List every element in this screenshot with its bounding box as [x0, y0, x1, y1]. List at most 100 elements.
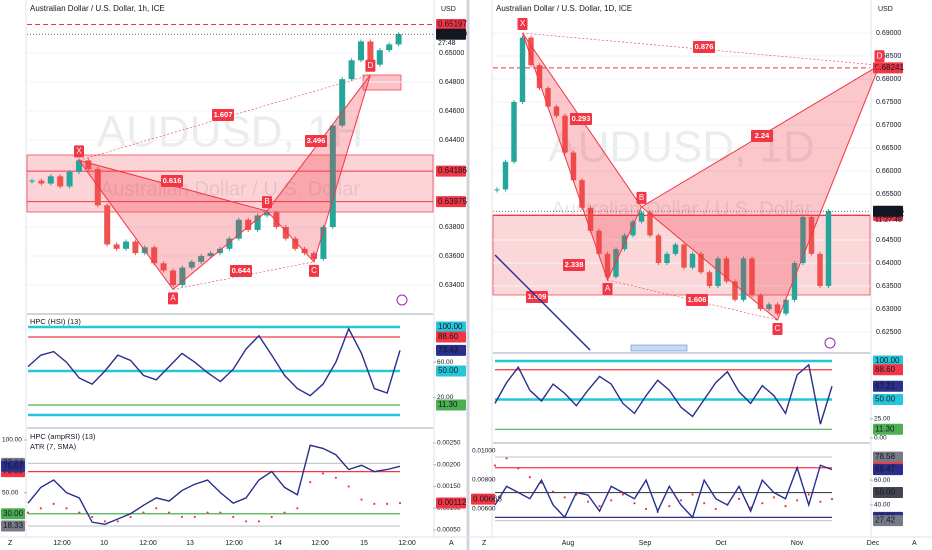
candle: [216, 248, 224, 254]
atr-dot: [398, 501, 402, 505]
y-tick-label: 0.68500: [876, 53, 901, 60]
y-tick-label: 60.00: [437, 359, 454, 366]
y-tick-label: 0.63500: [876, 283, 901, 290]
ratio-box: [305, 135, 327, 147]
candle: [75, 160, 83, 172]
atr-dot: [103, 520, 107, 523]
atr-dot: [493, 464, 497, 467]
corner-label: Z: [8, 540, 13, 547]
atr-dot: [180, 515, 184, 519]
pane-title: Australian Dollar / U.S. Dollar, 1D, ICE: [496, 4, 632, 13]
pattern-point-label: C: [311, 266, 317, 275]
indicator-level-label: 11.30: [875, 424, 895, 433]
ratio-label: 0.293: [572, 114, 591, 123]
ratio-label: 0.876: [695, 42, 714, 51]
x-tick-label: 10: [100, 540, 108, 547]
ratio-box: [230, 265, 252, 277]
y-tick-label: 0.62500: [876, 329, 901, 336]
pattern-point-label: B: [639, 193, 644, 202]
atr-dot: [386, 502, 389, 506]
indicator-level-label: 18.33: [3, 521, 24, 530]
atr-dot: [309, 481, 312, 484]
y-tick-label: 0.66000: [876, 168, 901, 175]
candle: [132, 241, 139, 254]
indicator-level-label: 50.00: [875, 488, 896, 497]
indicator-level-label-box: [873, 355, 903, 367]
candle: [664, 253, 670, 264]
atr-dot: [598, 505, 601, 508]
alert-icon: [396, 294, 408, 306]
pattern-leg: [607, 279, 778, 321]
pattern-point-box: [365, 59, 376, 72]
candle: [638, 212, 645, 222]
indicator-level-label-box: [873, 423, 903, 435]
atr-dot: [621, 493, 624, 496]
indicator-last-label-box: [1, 460, 25, 472]
y-tick-label: 0.00050: [437, 527, 461, 534]
atr-dot: [528, 476, 531, 479]
pattern-point-label: C: [775, 324, 781, 333]
x-tick-label: 13: [186, 540, 194, 547]
last-price-label: 0.65126: [875, 206, 904, 215]
pattern-point-label: A: [170, 293, 176, 302]
y-tick-label: 0.64800: [439, 79, 464, 86]
atr-dot: [116, 520, 119, 523]
candle: [47, 176, 54, 184]
indicator-level-label: 100.00: [875, 356, 900, 365]
indicator-level-label: 100.00: [438, 322, 463, 331]
candle: [386, 44, 393, 51]
atr-dot: [807, 493, 810, 496]
candle: [273, 212, 280, 228]
y-tick-label: 50.00: [2, 489, 19, 496]
candle: [160, 263, 167, 271]
ratio-box: [161, 175, 183, 187]
candle: [587, 207, 594, 231]
pattern-point-label: A: [605, 284, 611, 293]
indicator-last-label-box: [873, 464, 903, 476]
indicator-level-label: 27.42: [875, 516, 896, 525]
indicator-level-label: 11.30: [438, 400, 458, 409]
indicator-level-label: 30.00: [3, 509, 24, 518]
candle: [310, 253, 318, 259]
atr-dot: [65, 507, 68, 510]
pattern-point-box: [517, 17, 528, 30]
candle: [706, 272, 713, 287]
ratio-label: 1.607: [214, 110, 233, 119]
atr-dot: [321, 472, 325, 475]
x-tick-label: Dec: [867, 540, 880, 547]
y-tick-label: 0.65500: [876, 191, 901, 198]
candle: [825, 211, 832, 287]
atr-dot: [244, 520, 248, 523]
y-tick-label: 0.00800: [472, 477, 496, 484]
corner-label: Z: [482, 540, 487, 547]
atr-dot: [52, 502, 55, 506]
candle: [28, 180, 36, 182]
pattern-point-box: [74, 145, 84, 158]
candle: [519, 37, 526, 102]
atr-dot: [257, 520, 260, 523]
candle: [169, 270, 177, 286]
currency: USD: [441, 6, 456, 13]
indicator-line: [494, 464, 833, 519]
candle: [689, 253, 696, 268]
ratio-box: [563, 259, 585, 271]
last-price-label-box: [873, 205, 903, 217]
candle: [329, 125, 336, 228]
y-tick-label: 0.63800: [439, 224, 464, 231]
indicator-last-label: 68.47: [875, 465, 896, 474]
indicator-level-label: 50.00: [438, 366, 459, 375]
atr-dot: [232, 515, 235, 519]
indicator-level-label: 50.00: [875, 395, 896, 404]
candle: [681, 244, 687, 268]
x-tick-label: 15: [360, 540, 368, 547]
y-tick-label: 60.00: [874, 477, 891, 484]
candle: [66, 171, 73, 187]
atr-dot: [347, 485, 350, 488]
price-level-label-box: [436, 196, 466, 208]
pattern-point-box: [168, 292, 178, 305]
indicator-last-label: 75.07: [3, 461, 24, 470]
pattern-point-label: X: [76, 146, 82, 155]
pattern-point-box: [309, 264, 319, 277]
y-tick-label: 0.63400: [439, 282, 464, 289]
